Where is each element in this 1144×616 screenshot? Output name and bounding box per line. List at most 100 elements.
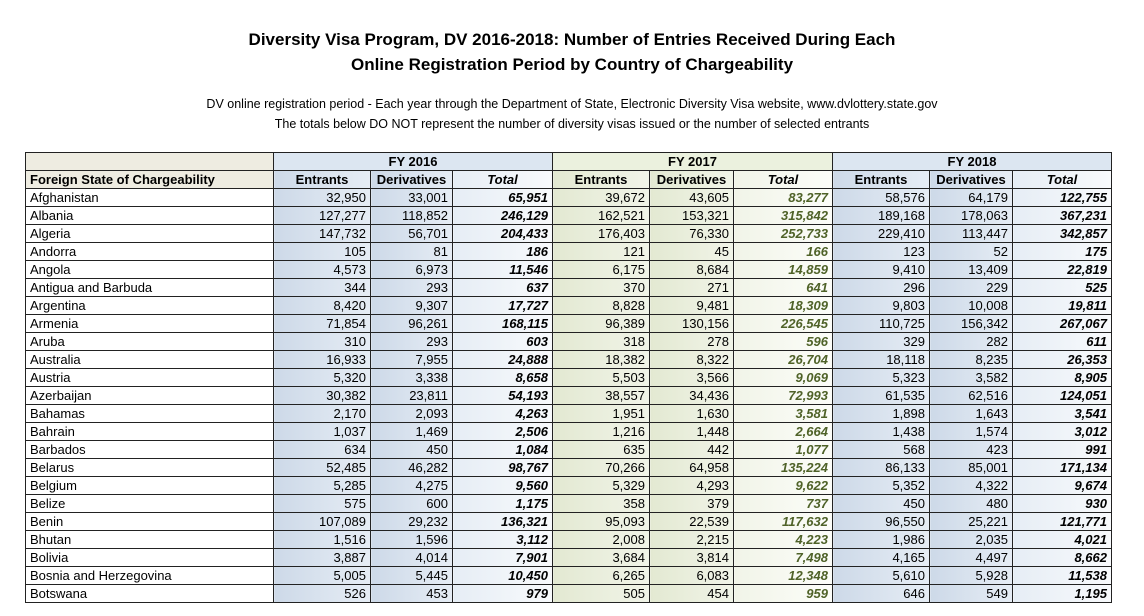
- fy2016-total-cell: 65,951: [452, 188, 553, 207]
- fy2017-total-cell: 135,224: [733, 458, 833, 477]
- fy2018-derivatives-cell: 178,063: [929, 206, 1013, 225]
- fy2016-entrants-cell: 634: [273, 440, 371, 459]
- fy2018-entrants-cell: 86,133: [832, 458, 930, 477]
- fy2017-derivatives-cell: 45: [649, 242, 734, 261]
- country-name-cell: Afghanistan: [25, 188, 274, 207]
- fy2016-total-cell: 4,263: [452, 404, 553, 423]
- subtitle-line-1: DV online registration period - Each yea…: [206, 97, 938, 111]
- table-row: Austria 5,320 3,338 8,658 5,503 3,566 9,069 5,3…: [25, 368, 1112, 387]
- fy2017-total-cell: 596: [733, 332, 833, 351]
- country-column-header: Foreign State of Chargeability: [25, 170, 274, 189]
- fy2016-derivatives-cell: 293: [370, 278, 453, 297]
- fy2016-entrants-cell: 16,933: [273, 350, 371, 369]
- fy2017-entrants-cell: 635: [552, 440, 650, 459]
- fy2016-derivatives-cell: 453: [370, 584, 453, 603]
- country-name-cell: Angola: [25, 260, 274, 279]
- fy2016-total-cell: 11,546: [452, 260, 553, 279]
- fy2017-entrants-cell: 38,557: [552, 386, 650, 405]
- fy2017-derivatives-cell: 3,566: [649, 368, 734, 387]
- fy2017-total-cell: 18,309: [733, 296, 833, 315]
- table-row: Azerbaijan 30,382 23,811 54,193 38,557 34,436…: [25, 386, 1112, 405]
- fy2017-derivatives-cell: 278: [649, 332, 734, 351]
- fy2017-total-cell: 83,277: [733, 188, 833, 207]
- fy2017-total-cell: 4,223: [733, 530, 833, 549]
- fy2018-derivatives-cell: 25,221: [929, 512, 1013, 531]
- fiscal-year-header-row: FY 2016 FY 2017 FY 2018: [25, 152, 1112, 171]
- fy2016-derivatives-cell: 96,261: [370, 314, 453, 333]
- fy2017-entrants-cell: 358: [552, 494, 650, 513]
- table-row: Bhutan 1,516 1,596 3,112 2,008 2,215 4,223 1,98…: [25, 530, 1112, 549]
- fy2017-entrants-cell: 96,389: [552, 314, 650, 333]
- fy2016-derivatives-cell: 56,701: [370, 224, 453, 243]
- total-header: Total: [1012, 170, 1112, 189]
- derivatives-header: Derivatives: [649, 170, 734, 189]
- table-row: Algeria 147,732 56,701 204,433 176,403 76,330…: [25, 224, 1112, 243]
- fy2016-total-cell: 17,727: [452, 296, 553, 315]
- fy2018-total-cell: 342,857: [1012, 224, 1112, 243]
- fy2018-total-cell: 8,662: [1012, 548, 1112, 567]
- fy2017-entrants-cell: 5,329: [552, 476, 650, 495]
- table-row: Bosnia and Herzegovina 5,005 5,445 10,450 6,…: [25, 566, 1112, 585]
- fy2017-derivatives-cell: 3,814: [649, 548, 734, 567]
- table-row: Antigua and Barbuda 344 293 637 370 271 641 296…: [25, 278, 1112, 297]
- fy2017-derivatives-cell: 8,322: [649, 350, 734, 369]
- fy2018-total-cell: 8,905: [1012, 368, 1112, 387]
- fy2016-derivatives-cell: 81: [370, 242, 453, 261]
- entrants-header: Entrants: [273, 170, 371, 189]
- fy2017-total-cell: 3,581: [733, 404, 833, 423]
- fy2018-total-cell: 525: [1012, 278, 1112, 297]
- table-row: Botswana 526 453 979 505 454 959 646 549 1,195: [25, 584, 1112, 603]
- fy2017-total-cell: 72,993: [733, 386, 833, 405]
- fy2017-derivatives-cell: 379: [649, 494, 734, 513]
- fy2018-derivatives-cell: 2,035: [929, 530, 1013, 549]
- fy2018-entrants-cell: 110,725: [832, 314, 930, 333]
- fy2016-derivatives-cell: 450: [370, 440, 453, 459]
- fy2018-entrants-cell: 96,550: [832, 512, 930, 531]
- fy2017-total-cell: 315,842: [733, 206, 833, 225]
- fy2016-entrants-cell: 4,573: [273, 260, 371, 279]
- fy2018-total-cell: 1,195: [1012, 584, 1112, 603]
- country-name-cell: Albania: [25, 206, 274, 225]
- fy2017-derivatives-cell: 271: [649, 278, 734, 297]
- fy2017-entrants-cell: 95,093: [552, 512, 650, 531]
- fy2018-derivatives-cell: 4,322: [929, 476, 1013, 495]
- fy2016-total-cell: 1,084: [452, 440, 553, 459]
- fy2016-total-cell: 204,433: [452, 224, 553, 243]
- country-name-cell: Aruba: [25, 332, 274, 351]
- table-row: Bahamas 2,170 2,093 4,263 1,951 1,630 3,581 1,8…: [25, 404, 1112, 423]
- fy2017-derivatives-cell: 8,684: [649, 260, 734, 279]
- fy2018-entrants-cell: 5,610: [832, 566, 930, 585]
- fy2016-entrants-cell: 5,005: [273, 566, 371, 585]
- fy2017-derivatives-cell: 442: [649, 440, 734, 459]
- fy2018-total-cell: 611: [1012, 332, 1112, 351]
- fy2018-total-cell: 3,541: [1012, 404, 1112, 423]
- blank-header-cell: [25, 152, 274, 171]
- fy2017-entrants-cell: 6,175: [552, 260, 650, 279]
- fy2017-total-cell: 959: [733, 584, 833, 603]
- fy2018-entrants-cell: 568: [832, 440, 930, 459]
- fy2016-entrants-cell: 1,037: [273, 422, 371, 441]
- fy2016-derivatives-cell: 118,852: [370, 206, 453, 225]
- fy2018-total-cell: 991: [1012, 440, 1112, 459]
- fy2018-derivatives-cell: 1,643: [929, 404, 1013, 423]
- fy2018-entrants-cell: 4,165: [832, 548, 930, 567]
- fy2017-entrants-cell: 18,382: [552, 350, 650, 369]
- fy2018-derivatives-cell: 85,001: [929, 458, 1013, 477]
- fy2018-derivatives-cell: 480: [929, 494, 1013, 513]
- country-name-cell: Austria: [25, 368, 274, 387]
- fy2018-total-cell: 121,771: [1012, 512, 1112, 531]
- country-name-cell: Bahrain: [25, 422, 274, 441]
- fy2018-entrants-cell: 1,986: [832, 530, 930, 549]
- fy2017-total-cell: 737: [733, 494, 833, 513]
- table-row: Bahrain 1,037 1,469 2,506 1,216 1,448 2,664 1,4…: [25, 422, 1112, 441]
- fy-2017-header: FY 2017: [552, 152, 833, 171]
- fy2018-entrants-cell: 229,410: [832, 224, 930, 243]
- fy2018-derivatives-cell: 13,409: [929, 260, 1013, 279]
- fy2017-entrants-cell: 121: [552, 242, 650, 261]
- fy2016-entrants-cell: 147,732: [273, 224, 371, 243]
- fy2017-entrants-cell: 505: [552, 584, 650, 603]
- country-name-cell: Belarus: [25, 458, 274, 477]
- country-name-cell: Algeria: [25, 224, 274, 243]
- fy2018-total-cell: 930: [1012, 494, 1112, 513]
- fy2017-derivatives-cell: 22,539: [649, 512, 734, 531]
